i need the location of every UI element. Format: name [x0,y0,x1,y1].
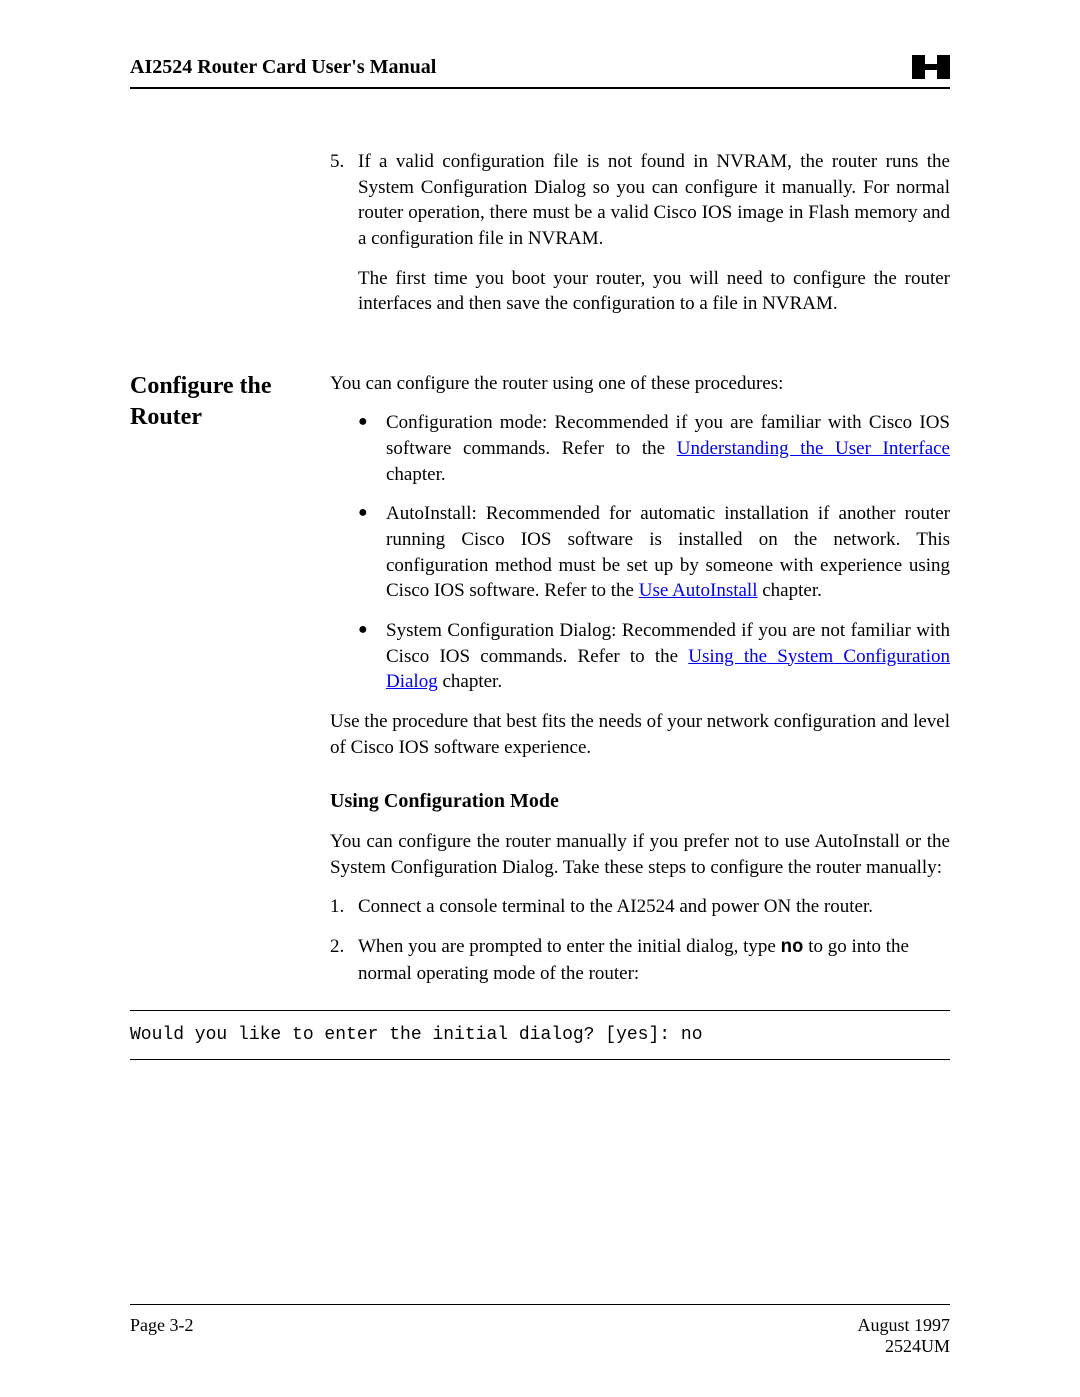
bullet-icon: ● [358,501,386,604]
page-header: AI2524 Router Card User's Manual [130,55,950,89]
list-item: 1. Connect a console terminal to the AI2… [330,894,950,920]
list-number: 5. [330,149,358,317]
footer-right: August 1997 2524UM [857,1315,950,1357]
paragraph: You can configure the router manually if… [330,829,950,880]
list-item-text: Connect a console terminal to the AI2524… [358,894,950,920]
paragraph: The first time you boot your router, you… [358,266,950,317]
page-body: 5. If a valid configuration file is not … [130,89,950,1304]
list-item-text: If a valid configuration file is not fou… [358,149,950,317]
bullet-item: ● Configuration mode: Recommended if you… [330,410,950,487]
bullet-item: ● System Configuration Dialog: Recommend… [330,618,950,695]
subsection-heading: Using Configuration Mode [330,788,950,815]
bullet-item: ● AutoInstall: Recommended for automatic… [330,501,950,604]
list-item: 5. If a valid configuration file is not … [330,149,950,317]
link-understanding-ui[interactable]: Understanding the User Interface [677,438,950,459]
paragraph: Use the procedure that best fits the nee… [330,709,950,760]
header-title: AI2524 Router Card User's Manual [130,56,436,79]
list-item-text: When you are prompted to enter the initi… [358,934,950,986]
page: AI2524 Router Card User's Manual 5. If a… [0,0,1080,1397]
bullet-text: System Configuration Dialog: Recommended… [386,618,950,695]
list-number: 1. [330,894,358,920]
list-item: 2. When you are prompted to enter the in… [330,934,950,986]
bullet-text: Configuration mode: Recommended if you a… [386,410,950,487]
top-continuation-row: 5. If a valid configuration file is not … [130,149,950,331]
paragraph: You can configure the router using one o… [330,371,950,397]
code-block: Would you like to enter the initial dial… [130,1010,950,1060]
brand-logo-icon [912,55,950,79]
page-footer: Page 3-2 August 1997 2524UM [130,1304,950,1357]
bullet-icon: ● [358,618,386,695]
list-number: 2. [330,934,358,986]
footer-date: August 1997 [857,1315,950,1336]
bullet-icon: ● [358,410,386,487]
footer-docid: 2524UM [857,1336,950,1357]
footer-page-number: Page 3-2 [130,1315,193,1357]
section-row: Configure the Router You can configure t… [130,371,950,1001]
link-use-autoinstall[interactable]: Use AutoInstall [639,580,758,601]
bullet-text: AutoInstall: Recommended for automatic i… [386,501,950,604]
inline-code: no [781,936,804,958]
side-heading: Configure the Router [130,371,320,433]
